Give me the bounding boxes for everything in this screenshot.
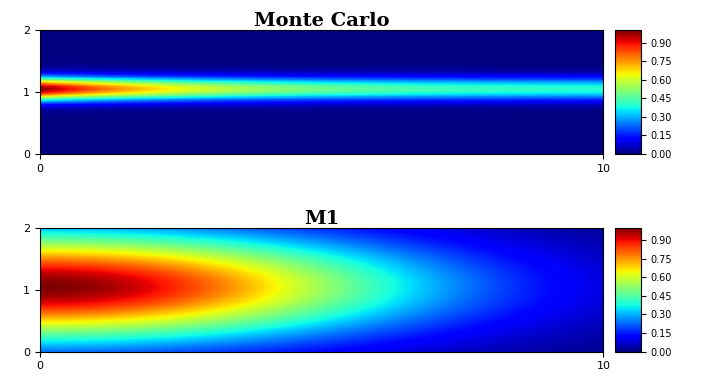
Title: M1: M1: [304, 210, 340, 228]
Title: Monte Carlo: Monte Carlo: [254, 12, 390, 30]
